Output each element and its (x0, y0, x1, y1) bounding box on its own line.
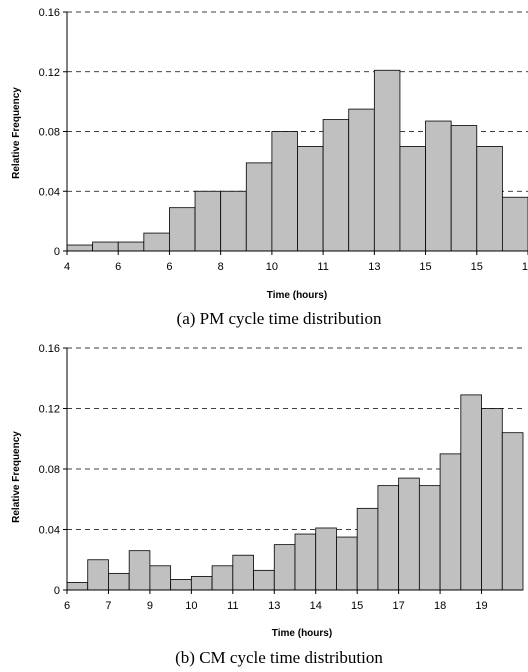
chart-caption: (a) PM cycle time distribution (177, 309, 382, 328)
y-tick-label: 0 (54, 585, 60, 597)
bar (149, 565, 172, 591)
bar (399, 146, 426, 252)
grid-lines (67, 11, 528, 192)
bar (87, 559, 109, 591)
x-axis-label: Time (hours) (272, 628, 332, 639)
y-axis-label: Relative Frequency (11, 431, 22, 523)
bars (66, 394, 524, 591)
bar (253, 569, 275, 591)
x-tick-label: 17 (393, 600, 405, 612)
x-tick-label: 15 (351, 600, 363, 612)
x-tick-label: 6 (64, 600, 70, 612)
x-tick-label: 11 (227, 600, 238, 612)
x-tick-label: 10 (185, 600, 197, 612)
x-tick-label: 17 (522, 261, 528, 273)
y-tick-label: 0.04 (39, 186, 60, 198)
bar (348, 108, 375, 252)
bars (66, 69, 528, 252)
y-tick-labels: 0 0.04 0.08 0.12 0.16 (39, 343, 60, 597)
bar (273, 544, 296, 591)
bar (373, 69, 401, 252)
x-tick-label: 15 (471, 261, 483, 273)
x-tick-label: 13 (268, 600, 280, 612)
y-tick-label: 0.08 (39, 127, 60, 139)
bar (220, 190, 247, 252)
x-tick-label: 15 (419, 261, 431, 273)
bar (169, 207, 196, 252)
x-tick-label: 9 (147, 600, 153, 612)
x-tick-label: 6 (166, 261, 172, 273)
bar (128, 550, 151, 591)
x-tick-labels: 466810111315151719 (64, 261, 528, 273)
bar (322, 119, 350, 252)
x-tick-label: 11 (317, 261, 328, 273)
y-tick-label: 0 (54, 246, 60, 258)
bar (418, 485, 441, 591)
y-axis-label: Relative Frequency (11, 87, 22, 179)
bar (232, 554, 254, 591)
x-tick-labels: 6 7 9 10 11 13 14 15 17 18 19 (64, 600, 488, 612)
y-tick-label: 0.12 (39, 404, 60, 416)
bar (460, 394, 482, 591)
chart-caption: (b) CM cycle time distribution (175, 648, 383, 667)
cm-cycle-time-chart: 0 0.04 0.08 0.12 0.16 6 7 9 10 11 13 14 15 17 18 19 Re… (11, 343, 524, 667)
bar (439, 453, 462, 591)
bar (108, 572, 130, 591)
y-tick-label: 0.16 (39, 343, 60, 355)
bar (398, 477, 420, 591)
x-tick-label: 4 (64, 261, 70, 273)
y-tick-labels: 0 0.04 0.08 0.12 0.16 (39, 7, 60, 258)
bar (481, 408, 503, 591)
axes (63, 11, 528, 255)
y-tick-label: 0.16 (39, 7, 60, 19)
bar (117, 241, 145, 252)
x-tick-label: 18 (434, 600, 446, 612)
bar (501, 432, 524, 591)
bar (211, 565, 234, 591)
bar (92, 241, 119, 252)
bar (425, 120, 452, 252)
bar (356, 507, 379, 591)
bar (245, 162, 273, 252)
x-tick-label: 19 (475, 600, 487, 612)
bar (294, 533, 317, 591)
bar (190, 575, 213, 591)
bar (194, 190, 222, 252)
x-tick-label: 10 (266, 261, 278, 273)
bar (170, 579, 192, 591)
x-tick-label: 8 (218, 261, 224, 273)
bar (450, 125, 478, 252)
bar (315, 527, 337, 591)
bar (336, 536, 358, 591)
bar (66, 582, 89, 591)
bar (271, 131, 298, 252)
axes (63, 347, 523, 594)
x-axis-label: Time (hours) (267, 290, 327, 301)
bar (297, 146, 324, 252)
y-tick-label: 0.12 (39, 67, 60, 79)
y-tick-label: 0.04 (39, 525, 60, 537)
x-tick-label: 6 (115, 261, 121, 273)
pm-cycle-time-chart: 00.040.080.120.16 466810111315151719 Rel… (11, 7, 528, 328)
x-tick-label: 7 (105, 600, 111, 612)
bar (143, 232, 170, 252)
bar (66, 244, 94, 252)
y-tick-label: 0.08 (39, 464, 60, 476)
bar (377, 485, 400, 591)
x-tick-label: 13 (368, 261, 380, 273)
bar (501, 196, 528, 252)
x-tick-label: 14 (310, 600, 322, 612)
bar (476, 146, 503, 252)
